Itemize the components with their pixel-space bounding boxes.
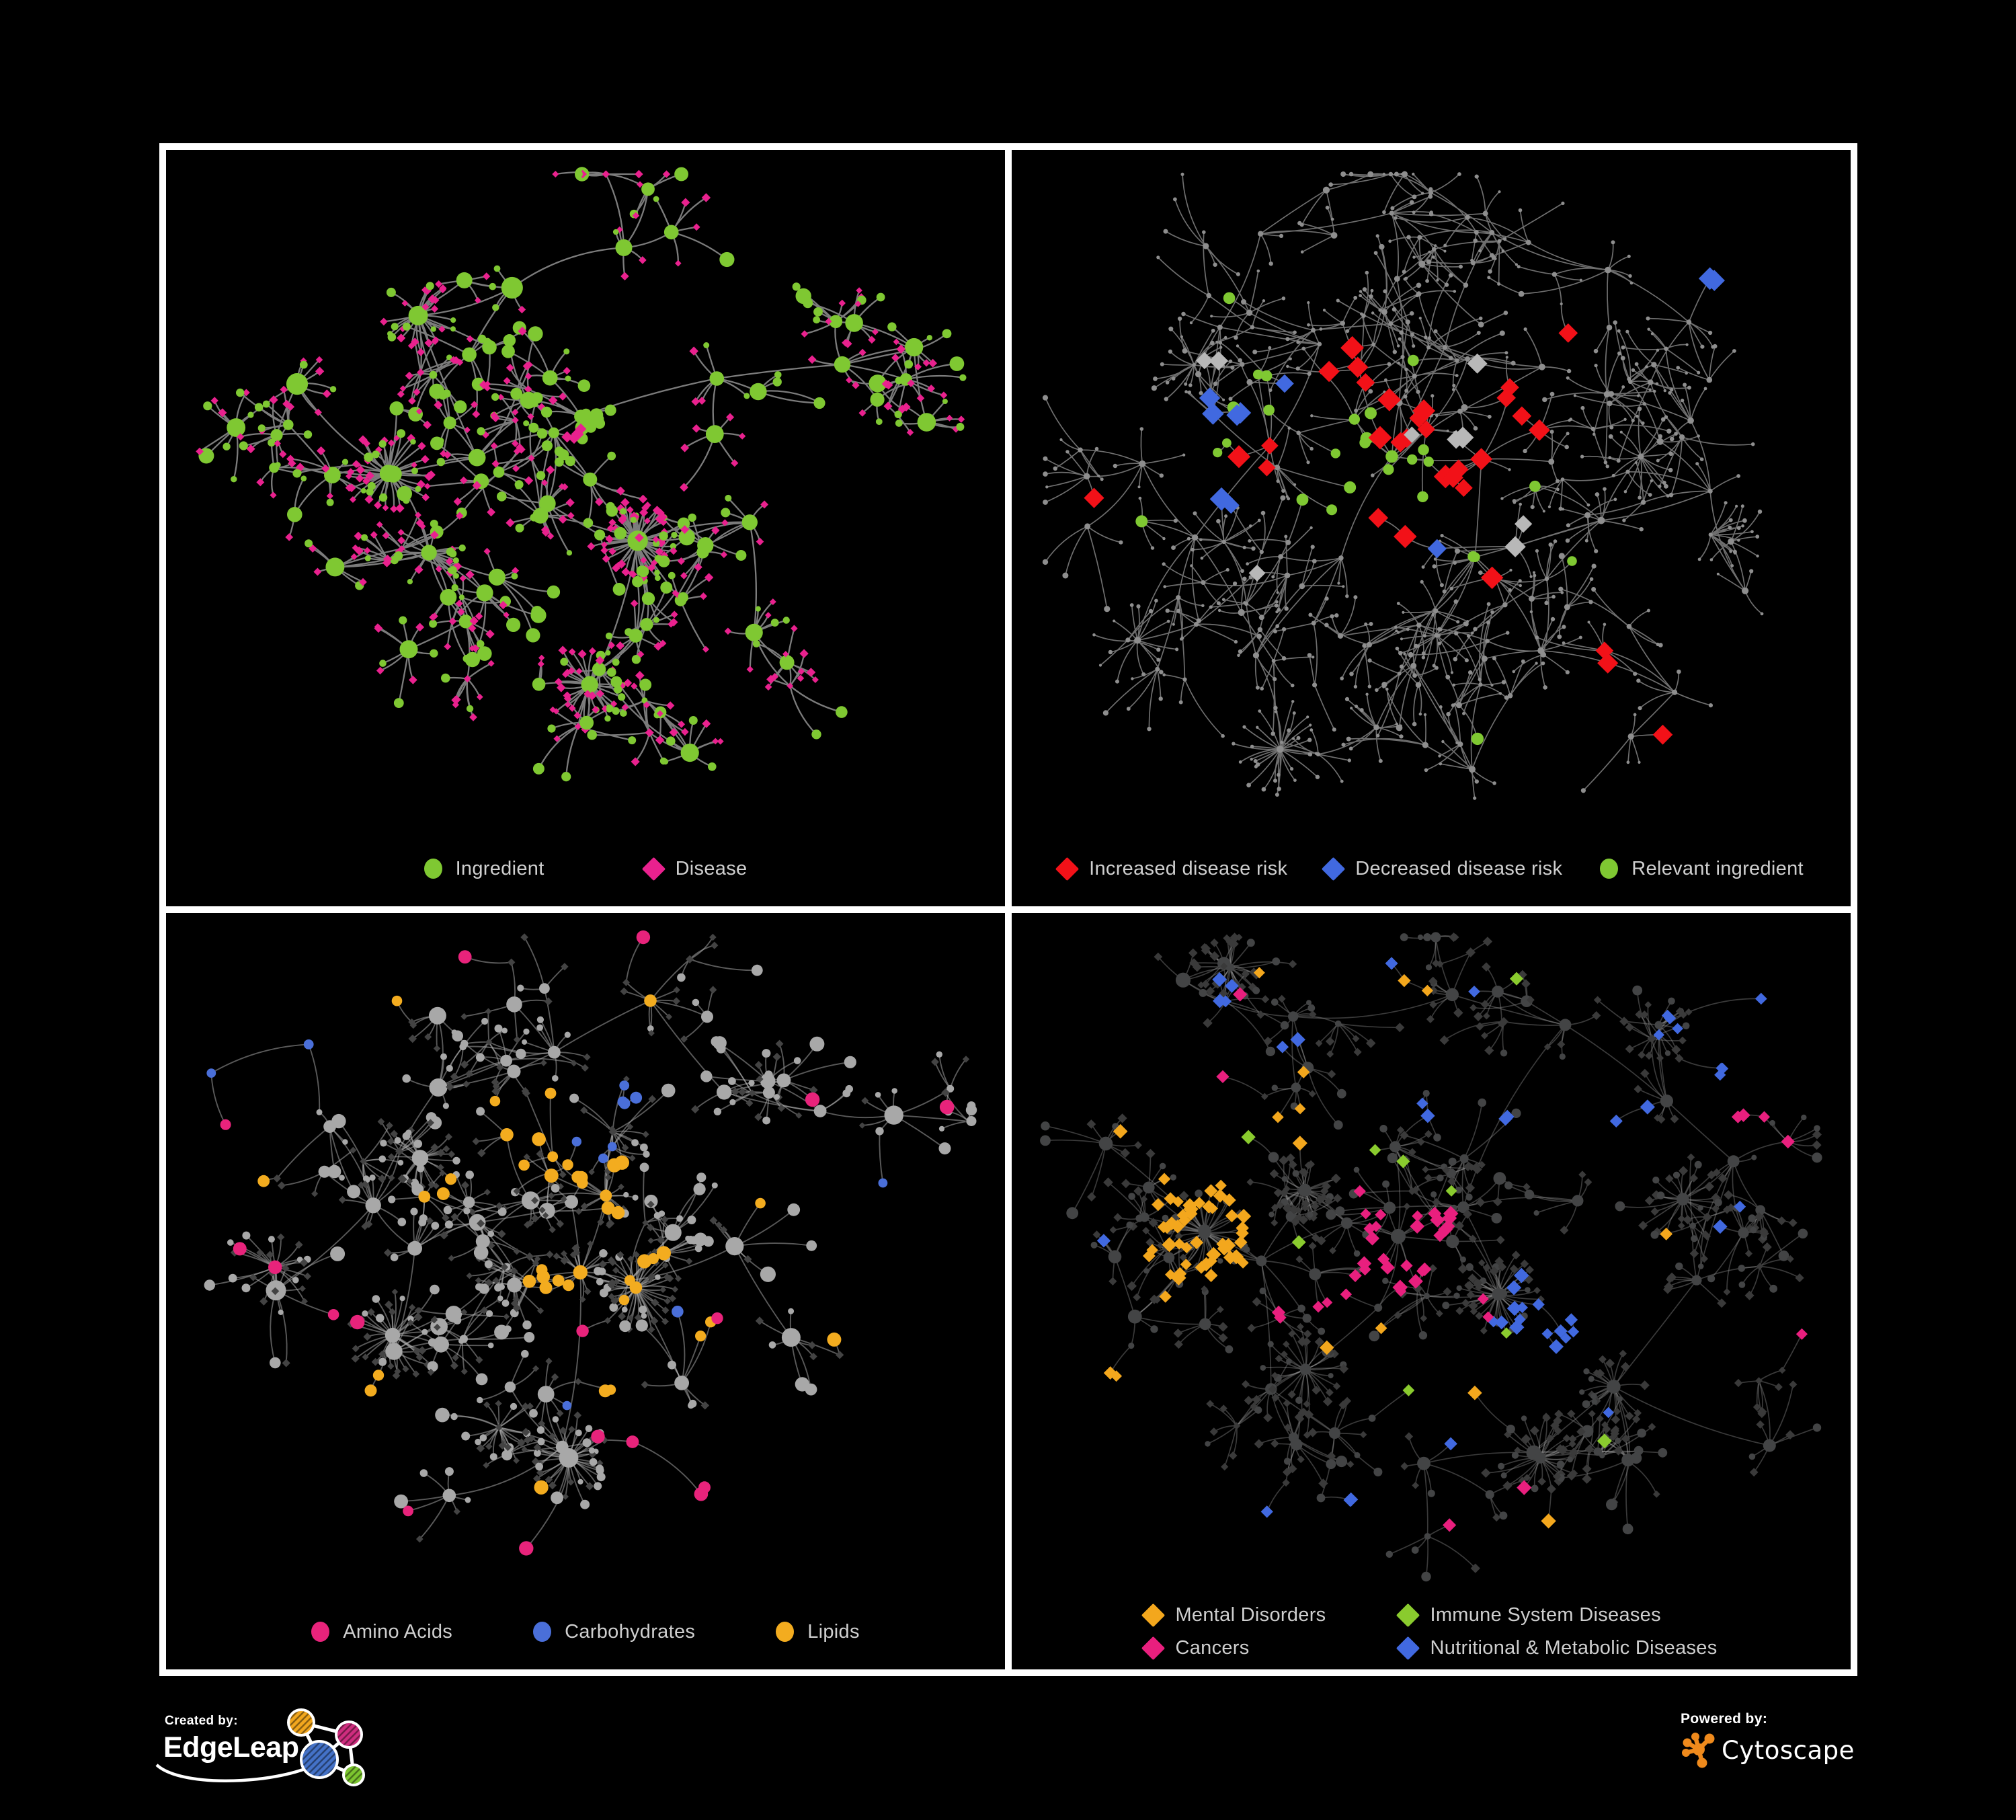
legend-item-carbohydrates: Carbohydrates <box>533 1621 695 1643</box>
legend-swatch-diamond <box>1141 1636 1166 1661</box>
legend-label: Amino Acids <box>343 1620 453 1643</box>
legend-item-decreased-disease-risk: Decreased disease risk <box>1322 857 1563 881</box>
legend-swatch-diamond <box>1055 857 1080 881</box>
legend-item-nutritional-metabolic-diseases: Nutritional & Metabolic Diseases <box>1396 1636 1718 1661</box>
panel-grid: Ingredient Disease Increased disease risk… <box>159 143 1857 1676</box>
legend-item-mental-disorders: Mental Disorders <box>1141 1603 1326 1628</box>
legend-item-amino-acids: Amino Acids <box>311 1621 452 1643</box>
legend-label: Decreased disease risk <box>1355 857 1563 879</box>
network-ingredient-disease <box>196 167 967 782</box>
legend-swatch-diamond <box>1141 1603 1166 1628</box>
legend-swatch-circle <box>1600 859 1619 879</box>
legend-label: Relevant ingredient <box>1631 857 1804 879</box>
network-nutrient-classes <box>204 930 977 1556</box>
legend-ingredient-disease: Ingredient Disease <box>166 831 1005 906</box>
legend-label: Nutritional & Metabolic Diseases <box>1430 1637 1718 1659</box>
legend-disease-categories: Mental Disorders Immune System Diseases Ca… <box>1012 1594 1851 1669</box>
legend-swatch-diamond <box>1396 1603 1420 1628</box>
legend-swatch-circle <box>776 1622 795 1642</box>
panel-nutrient-classes: Amino Acids Carbohydrates Lipids <box>166 913 1005 1669</box>
created-by-block: Created by: EdgeLeap <box>155 1704 486 1805</box>
network-disease-risk <box>1042 171 1764 800</box>
legend-swatch-diamond <box>641 857 666 881</box>
legend-item-immune-system-diseases: Immune System Diseases <box>1396 1603 1717 1628</box>
edgeleap-wordmark: EdgeLeap <box>163 1731 299 1764</box>
legend-label: Disease <box>675 857 748 879</box>
legend-label: Increased disease risk <box>1089 857 1288 879</box>
legend-item-disease: Disease <box>641 857 748 881</box>
legend-swatch-circle <box>311 1622 330 1642</box>
legend-swatch-diamond <box>1322 857 1346 881</box>
legend-swatch-diamond <box>1396 1636 1420 1661</box>
panel-disease-risk: Increased disease risk Decreased disease … <box>1012 150 1851 906</box>
legend-swatch-circle <box>424 859 442 879</box>
network-disease-categories <box>1040 932 1822 1582</box>
powered-by-block: Powered by: Cytosc <box>1681 1711 1855 1769</box>
powered-by-label: Powered by: <box>1681 1711 1768 1727</box>
legend-label: Mental Disorders <box>1175 1604 1326 1626</box>
legend-label: Immune System Diseases <box>1430 1604 1661 1626</box>
legend-item-ingredient: Ingredient <box>424 858 545 880</box>
created-by-label: Created by: <box>165 1714 238 1728</box>
legend-swatch-circle <box>533 1622 552 1642</box>
legend-disease-risk: Increased disease risk Decreased disease … <box>1012 831 1851 906</box>
legend-label: Carbohydrates <box>565 1620 696 1643</box>
legend-item-relevant-ingredient: Relevant ingredient <box>1600 858 1804 880</box>
legend-item-lipids: Lipids <box>776 1621 860 1643</box>
cytoscape-wordmark: Cytoscape <box>1722 1735 1855 1765</box>
cytoscape-icon <box>1682 1733 1715 1768</box>
legend-label: Cancers <box>1175 1637 1250 1659</box>
panel-ingredient-disease: Ingredient Disease <box>166 150 1005 906</box>
legend-label: Ingredient <box>455 857 545 879</box>
legend-label: Lipids <box>807 1620 860 1643</box>
legend-nutrient-classes: Amino Acids Carbohydrates Lipids <box>166 1594 1005 1669</box>
legend-item-cancers: Cancers <box>1141 1636 1326 1661</box>
panel-disease-categories: Mental Disorders Immune System Diseases Ca… <box>1012 913 1851 1669</box>
legend-item-increased-disease-risk: Increased disease risk <box>1055 857 1288 881</box>
edgeleap-logo-icon <box>155 1708 365 1786</box>
edgeleap-swoosh <box>155 1764 309 1782</box>
